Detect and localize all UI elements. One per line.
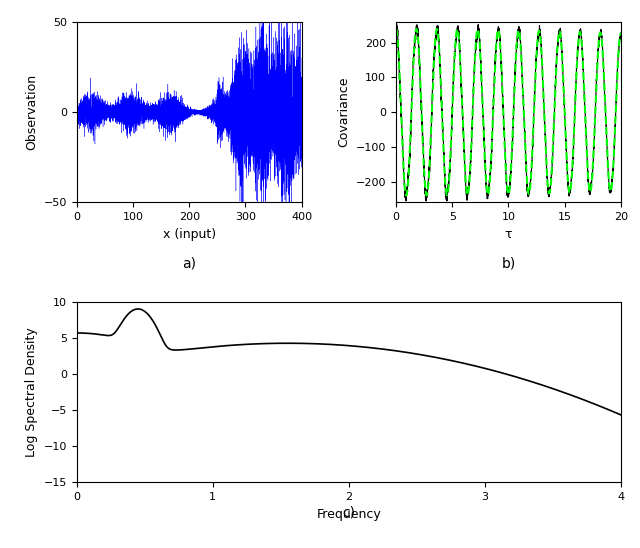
Y-axis label: Covariance: Covariance: [337, 77, 350, 147]
Text: b): b): [501, 256, 516, 271]
Text: a): a): [182, 256, 196, 271]
Y-axis label: Observation: Observation: [25, 74, 38, 150]
X-axis label: τ: τ: [505, 228, 512, 241]
Text: c): c): [342, 506, 355, 520]
Y-axis label: Log Spectral Density: Log Spectral Density: [25, 327, 38, 457]
X-axis label: Frequency: Frequency: [316, 507, 381, 521]
X-axis label: x (input): x (input): [163, 228, 216, 241]
